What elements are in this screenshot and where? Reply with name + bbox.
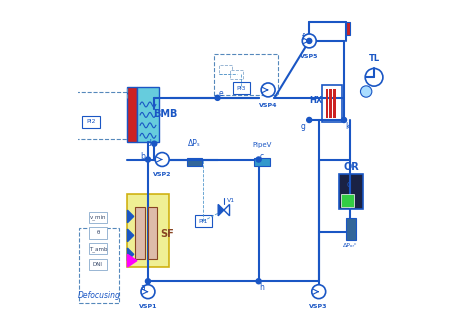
Circle shape bbox=[256, 279, 261, 284]
Bar bbox=[346, 22, 350, 34]
Bar bbox=[230, 70, 243, 79]
Text: DNI: DNI bbox=[93, 262, 103, 267]
Text: HX: HX bbox=[309, 97, 323, 106]
Bar bbox=[148, 207, 158, 259]
Bar bbox=[127, 87, 137, 142]
Bar bbox=[89, 212, 107, 223]
Text: PI3: PI3 bbox=[236, 86, 246, 91]
Circle shape bbox=[256, 157, 261, 162]
Bar bbox=[254, 158, 270, 167]
Text: e: e bbox=[219, 89, 223, 98]
Text: SF: SF bbox=[161, 229, 175, 239]
Text: b: b bbox=[140, 152, 145, 161]
Polygon shape bbox=[224, 204, 229, 216]
Text: f: f bbox=[302, 33, 305, 42]
Circle shape bbox=[307, 38, 312, 43]
Polygon shape bbox=[127, 254, 137, 267]
Text: ΔPₛ: ΔPₛ bbox=[188, 139, 201, 148]
Text: d: d bbox=[146, 139, 151, 148]
Text: PI1: PI1 bbox=[199, 219, 208, 224]
Circle shape bbox=[155, 152, 169, 167]
Circle shape bbox=[307, 117, 312, 122]
Bar bbox=[339, 174, 363, 209]
Bar bbox=[322, 85, 342, 122]
Polygon shape bbox=[127, 248, 134, 261]
Text: VSP2: VSP2 bbox=[153, 172, 171, 177]
Bar bbox=[219, 65, 232, 74]
Circle shape bbox=[215, 95, 220, 100]
Circle shape bbox=[312, 285, 326, 299]
Text: VSP1: VSP1 bbox=[139, 304, 157, 309]
Bar bbox=[233, 82, 250, 94]
Text: T_amb: T_amb bbox=[89, 246, 107, 251]
Bar bbox=[75, 92, 145, 139]
Bar bbox=[214, 54, 278, 95]
Bar bbox=[89, 259, 107, 270]
Bar bbox=[135, 207, 145, 259]
Bar bbox=[330, 89, 332, 118]
Text: Defocusing: Defocusing bbox=[78, 291, 121, 300]
Text: ΔPₒᵣᶜ: ΔPₒᵣᶜ bbox=[343, 243, 358, 248]
Text: c: c bbox=[260, 152, 264, 161]
Bar bbox=[89, 227, 107, 239]
Bar bbox=[79, 228, 119, 303]
Bar bbox=[187, 158, 201, 167]
Text: V1: V1 bbox=[227, 198, 235, 203]
Text: VSP3: VSP3 bbox=[309, 304, 328, 309]
Circle shape bbox=[342, 117, 347, 122]
Bar bbox=[346, 218, 356, 240]
Text: PipeV: PipeV bbox=[252, 142, 272, 148]
Circle shape bbox=[145, 279, 150, 284]
Text: v_min: v_min bbox=[90, 214, 106, 220]
Text: TL: TL bbox=[368, 54, 380, 63]
Text: a: a bbox=[141, 283, 146, 292]
Text: k: k bbox=[345, 122, 350, 131]
Polygon shape bbox=[127, 210, 134, 223]
Polygon shape bbox=[127, 229, 134, 242]
Text: g: g bbox=[301, 122, 306, 131]
Bar bbox=[89, 243, 107, 254]
Polygon shape bbox=[218, 204, 224, 216]
Circle shape bbox=[302, 34, 316, 48]
Text: θ: θ bbox=[96, 230, 100, 235]
Bar bbox=[137, 87, 159, 142]
Text: OR: OR bbox=[343, 162, 359, 172]
Text: PI2: PI2 bbox=[86, 119, 96, 124]
Text: VSP4: VSP4 bbox=[259, 103, 277, 108]
Circle shape bbox=[360, 86, 372, 97]
Bar bbox=[341, 194, 353, 207]
Bar bbox=[82, 115, 100, 128]
Circle shape bbox=[141, 285, 155, 299]
Circle shape bbox=[152, 141, 157, 146]
Bar bbox=[326, 89, 328, 118]
Bar bbox=[333, 89, 336, 118]
Text: c: c bbox=[347, 180, 351, 189]
Text: h: h bbox=[259, 283, 264, 292]
Text: VSP5: VSP5 bbox=[300, 54, 318, 59]
Bar bbox=[195, 215, 212, 227]
Circle shape bbox=[145, 157, 150, 162]
Text: BMB: BMB bbox=[153, 109, 177, 119]
Bar bbox=[127, 194, 168, 267]
Circle shape bbox=[261, 83, 275, 97]
